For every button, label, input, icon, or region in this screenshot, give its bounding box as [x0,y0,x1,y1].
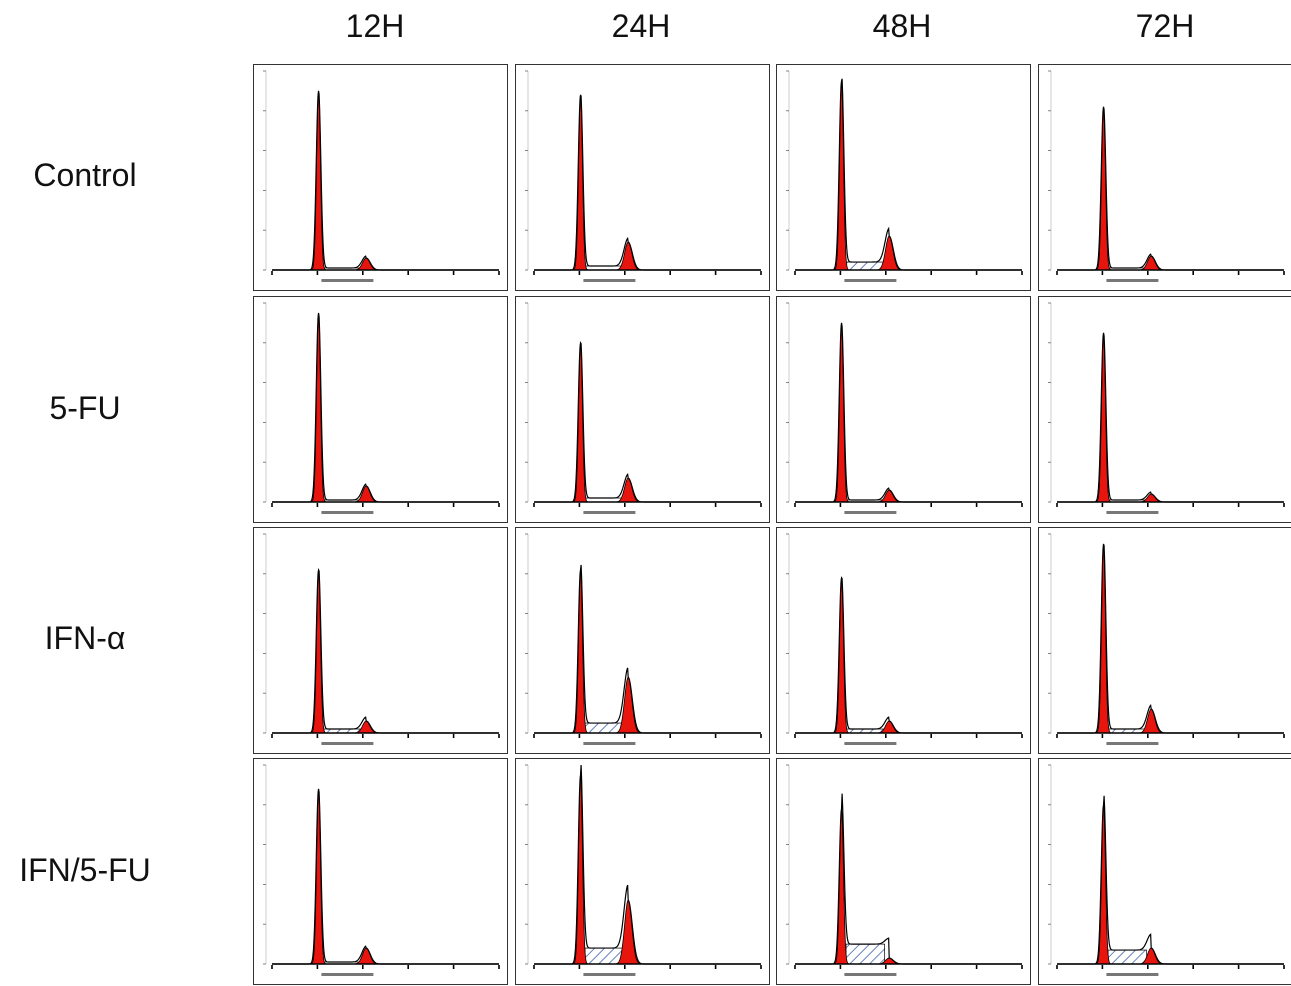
histogram-trace [272,788,499,965]
histogram-panel [776,296,1031,523]
g1-peak [572,94,590,271]
x-axis-caption-mark [583,742,636,745]
histogram-panel [253,64,508,291]
histogram-trace [795,793,1022,965]
g1-peak [310,90,328,271]
column-header-48h: 48H [872,8,932,44]
x-axis-caption-mark [321,973,374,976]
histogram-trace [795,78,1022,271]
histogram-svg [1048,764,1285,976]
x-axis-caption-mark [844,511,897,514]
histogram-panel [1038,64,1291,291]
g1-peak [310,312,328,503]
g2-peak [613,477,643,503]
histogram-trace [1057,543,1284,734]
histogram-panel [776,758,1031,985]
histogram-panel [253,758,508,985]
histogram-trace [272,312,499,503]
row-label-ifn-alpha: IFN-α [44,620,126,656]
g1-peak [310,569,328,734]
x-axis-caption-mark [1106,742,1159,745]
histogram-panel [776,527,1031,754]
histogram-trace [534,564,761,734]
x-axis-caption-mark [321,279,374,282]
g1-peak [833,322,851,503]
histogram-svg [263,764,500,976]
histogram-trace [795,576,1022,734]
histogram-svg [1048,302,1285,514]
g1-peak [1095,106,1113,271]
s-phase-region [584,947,625,965]
histogram-trace [1057,795,1284,965]
x-axis-caption-mark [844,973,897,976]
x-axis-caption-mark [844,742,897,745]
histogram-svg [786,764,1023,976]
row-label-ifn-5fu: IFN/5-FU [19,852,151,888]
histogram-panel [1038,296,1291,523]
histogram-svg [525,302,762,514]
histogram-svg [525,533,762,745]
x-axis-caption-mark [583,511,636,514]
histogram-svg [786,302,1023,514]
row-label-5fu: 5-FU [49,390,121,426]
g2-peak [1136,493,1166,503]
histogram-panel [1038,527,1291,754]
row-label-control: Control [33,157,137,193]
histogram-svg [525,70,762,282]
histogram-panel [515,64,770,291]
histogram-trace [272,90,499,271]
histogram-trace [534,341,761,503]
histogram-svg [1048,70,1285,282]
g1-peak [572,342,590,503]
x-axis-caption-mark [321,511,374,514]
g1-peak [1095,332,1113,503]
histogram-panel [515,296,770,523]
histogram-trace [795,322,1022,503]
histogram-svg [786,70,1023,282]
column-header-12h: 12H [345,8,405,44]
g1-peak [572,774,590,965]
g1-peak [1095,543,1113,734]
histogram-trace [272,567,499,734]
x-axis-caption-mark [1106,973,1159,976]
x-axis-caption-mark [583,279,636,282]
histogram-panel [515,758,770,985]
histogram-panel [253,527,508,754]
s-phase-region [1107,949,1148,965]
g1-peak [1095,804,1113,965]
histogram-svg [786,533,1023,745]
histogram-panel [515,527,770,754]
column-header-72h: 72H [1135,8,1195,44]
g1-peak [310,788,328,965]
histogram-trace [534,94,761,271]
histogram-panel [776,64,1031,291]
histogram-svg [525,764,762,976]
s-phase-region [845,943,886,965]
x-axis-caption-mark [1106,279,1159,282]
histogram-svg [263,70,500,282]
x-axis-caption-mark [1106,511,1159,514]
column-header-24h: 24H [611,8,671,44]
histogram-svg [1048,533,1285,745]
x-axis-caption-mark [583,973,636,976]
s-phase-region [845,261,886,271]
x-axis-caption-mark [321,742,374,745]
histogram-trace [1057,106,1284,271]
histogram-svg [263,533,500,745]
g1-peak [833,577,851,734]
histogram-panel [253,296,508,523]
histogram-svg [263,302,500,514]
histogram-panel [1038,758,1291,985]
histogram-trace [534,764,761,965]
g1-peak [833,808,851,965]
x-axis-caption-mark [844,279,897,282]
histogram-trace [1057,332,1284,503]
